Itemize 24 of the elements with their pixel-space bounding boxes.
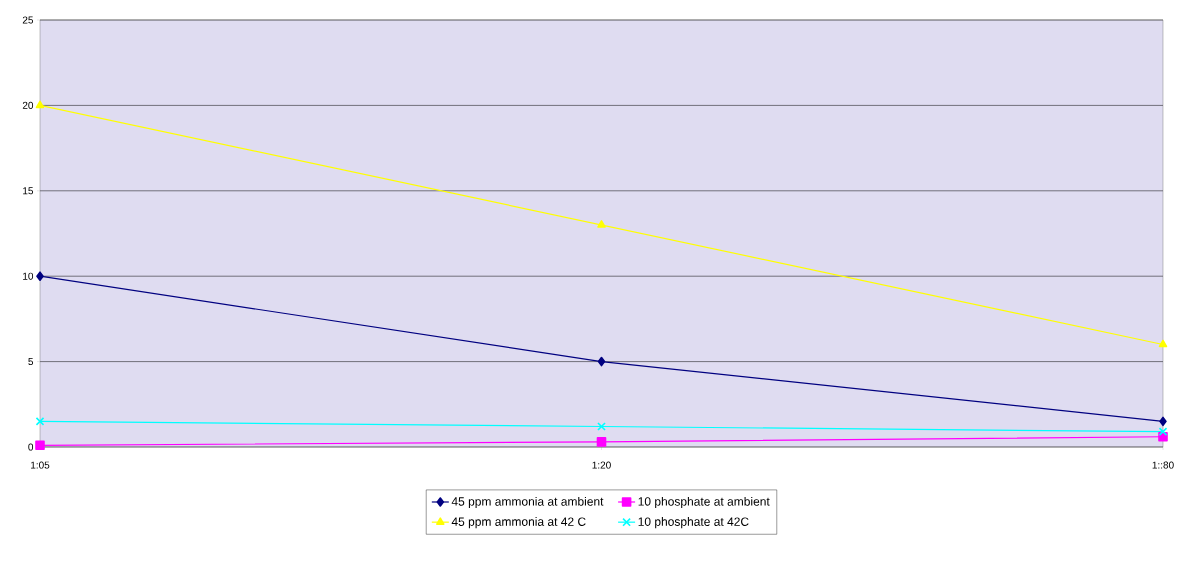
legend-label: 45 ppm ammonia at ambient <box>451 496 604 509</box>
point <box>1158 427 1168 436</box>
y-tick-label: 25 <box>22 16 34 24</box>
point <box>597 422 606 431</box>
x-tick-label: 1::80 <box>1152 461 1174 469</box>
point <box>36 271 44 281</box>
point <box>1159 416 1167 427</box>
legend-label: 45 ppm ammonia at 42 C <box>451 517 586 529</box>
point <box>35 440 45 451</box>
y-tick-label: 5 <box>28 358 34 366</box>
point <box>596 437 607 447</box>
legend-label: 10 phosphate at ambient <box>638 496 770 509</box>
point <box>35 417 45 426</box>
y-tick-label: 20 <box>22 101 34 109</box>
x-tick-label: 1:20 <box>592 461 611 469</box>
y-tick-label: 0 <box>28 443 34 451</box>
y-tick-label: 10 <box>23 272 34 280</box>
legend-label: 10 phosphate at 42C <box>638 517 749 529</box>
point <box>597 220 606 228</box>
y-tick-label: 15 <box>23 187 34 195</box>
point <box>597 356 606 367</box>
x-tick-label: 1:05 <box>31 461 50 469</box>
point <box>35 100 45 109</box>
point <box>1158 339 1168 348</box>
